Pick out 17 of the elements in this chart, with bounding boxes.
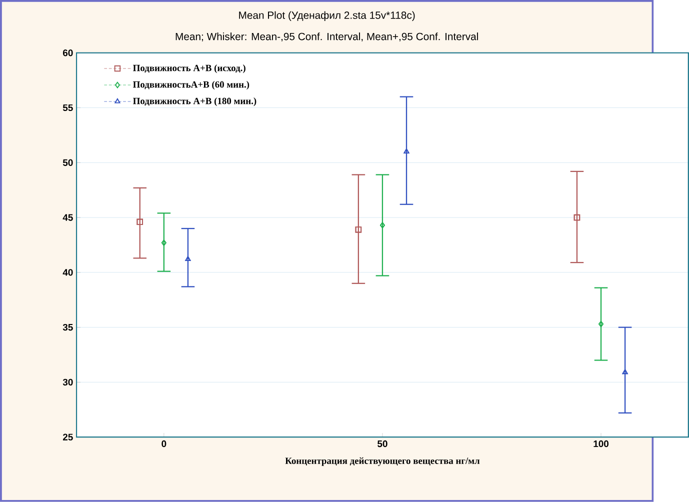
y-tick-label: 50 xyxy=(62,159,73,166)
y-tick-label: 45 xyxy=(62,214,73,221)
legend-label: Подвижность A+B (180 мин.) xyxy=(133,98,256,106)
x-tick-label: 50 xyxy=(378,440,388,448)
y-tick-label: 60 xyxy=(62,50,73,56)
y-tick-label: 40 xyxy=(62,269,73,276)
x-tick-label: 100 xyxy=(594,440,609,448)
legend-label: Подвижность A+B (исход.) xyxy=(133,64,246,74)
x-tick-label: 0 xyxy=(162,440,166,448)
y-tick-label: 55 xyxy=(62,104,73,112)
legend-label: ПодвижностьA+B (60 мин.) xyxy=(133,81,250,90)
y-tick-label: 35 xyxy=(62,324,73,331)
chart-title: Mean Plot (Уденафил 2.sta 15v*118c) xyxy=(239,11,415,22)
chart-subtitle: Mean; Whisker: Mean-,95 Conf. Interval, Mean+,95 Conf. Interval xyxy=(176,32,478,42)
x-axis-title: Концентрация действующего вещества нг/мл xyxy=(285,457,480,466)
y-tick-label: 25 xyxy=(62,434,73,440)
y-tick-label: 30 xyxy=(62,378,73,386)
